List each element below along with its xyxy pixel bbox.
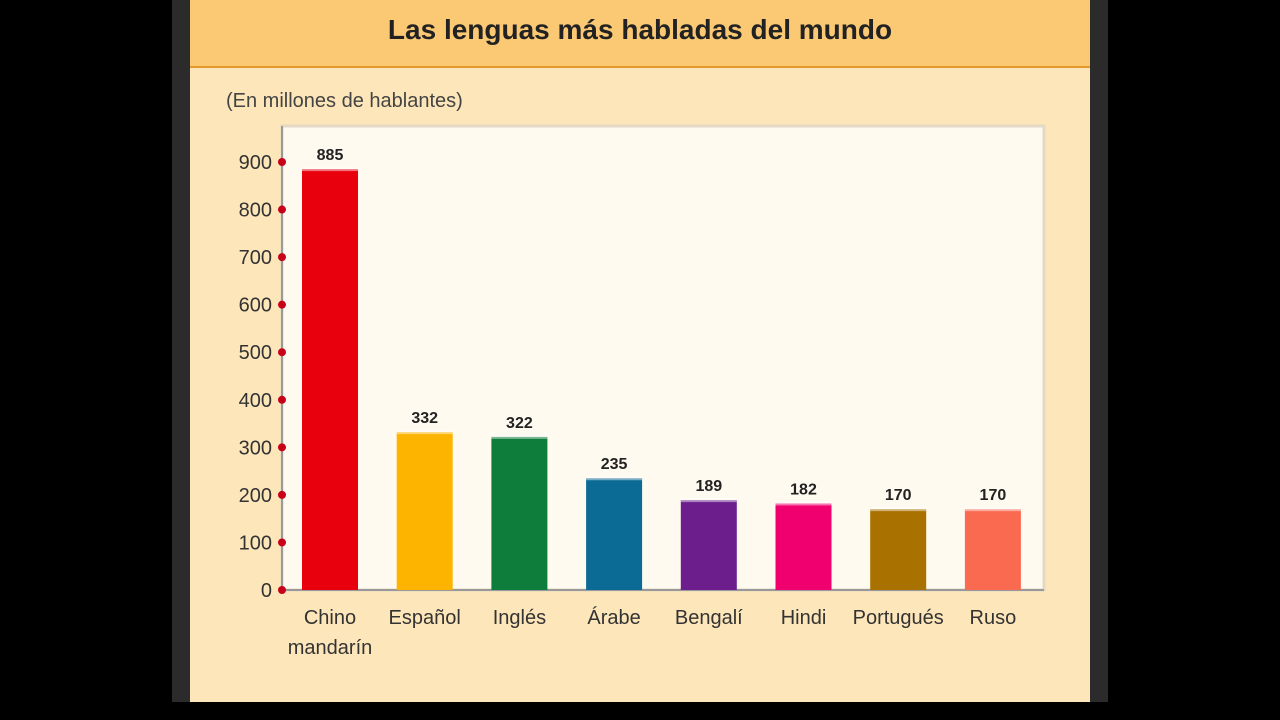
y-tick-marker [278, 395, 286, 404]
bar [491, 436, 548, 590]
y-tick-label: 200 [239, 485, 272, 507]
bar [870, 509, 927, 590]
y-tick-label: 500 [239, 342, 272, 364]
bar-highlight [680, 498, 737, 503]
bar-highlight [586, 476, 643, 481]
y-tick-label: 800 [239, 200, 272, 222]
bar-highlight [775, 501, 832, 506]
y-tick-marker [278, 300, 286, 309]
data-label: 182 [790, 481, 817, 498]
chart-title: Las lenguas más habladas del mundo [387, 14, 893, 45]
bar [396, 432, 453, 590]
y-tick-marker [278, 538, 286, 547]
data-label: 322 [506, 415, 533, 432]
x-tick-label: Árabe [587, 606, 640, 629]
data-label: 189 [695, 478, 722, 495]
y-tick-label: 900 [239, 152, 272, 174]
bar [302, 169, 358, 590]
bar-highlight [302, 167, 358, 172]
bar [964, 509, 1021, 590]
chart-subtitle: (En millones de hablantes) [226, 90, 463, 112]
y-tick-label: 600 [239, 295, 272, 317]
y-tick-label: 0 [261, 580, 272, 602]
data-label: 332 [411, 410, 438, 427]
x-tick-label: Bengalí [675, 607, 743, 629]
bar [680, 500, 737, 590]
data-label: 885 [317, 147, 344, 164]
bar [775, 503, 832, 590]
y-tick-marker [278, 348, 286, 357]
bar-highlight [491, 434, 548, 439]
plot-area [280, 124, 1046, 592]
y-tick-label: 300 [239, 437, 272, 459]
y-tick-marker [278, 253, 286, 262]
data-label: 235 [601, 456, 628, 473]
x-tick-label: Español [389, 607, 461, 629]
y-tick-label: 700 [239, 247, 272, 269]
x-tick-label: Inglés [493, 607, 546, 629]
x-tick-label: Chino mandarín [288, 607, 373, 659]
y-tick-marker [278, 158, 286, 166]
data-label: 170 [980, 487, 1007, 504]
x-tick-label: Ruso [970, 607, 1017, 629]
bar-highlight [964, 507, 1021, 512]
y-tick-marker [278, 205, 286, 214]
y-tick-label: 400 [239, 390, 272, 412]
y-tick-marker [278, 586, 286, 594]
bar-highlight [870, 507, 927, 512]
y-tick-marker [278, 490, 286, 499]
y-tick-marker [278, 443, 286, 452]
x-tick-label: Hindi [781, 607, 827, 629]
data-label: 170 [885, 487, 912, 504]
title-bar: Las lenguas más habladas del mundo [190, 0, 1090, 68]
bar [586, 478, 643, 590]
bar-highlight [396, 430, 453, 435]
x-tick-label: Portugués [853, 607, 944, 629]
y-tick-label: 100 [239, 532, 272, 554]
